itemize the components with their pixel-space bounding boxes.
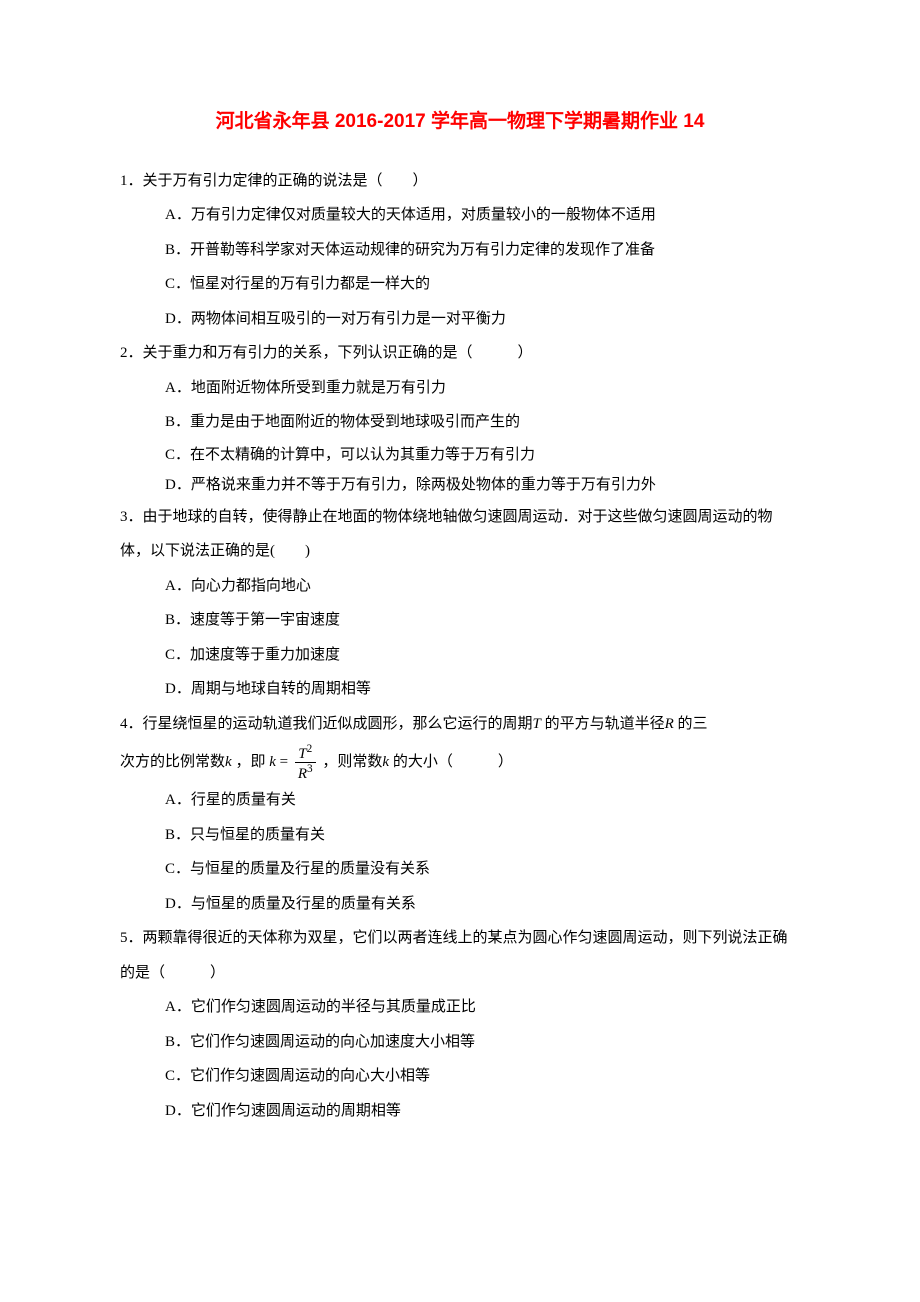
question-5-stem: 5．两颗靠得很近的天体称为双星，它们以两者连线上的某点为圆心作匀速圆周运动，则下… — [120, 921, 800, 990]
question-3-option-c: C．加速度等于重力加速度 — [120, 638, 800, 673]
question-3-stem: 3．由于地球的自转，使得静止在地面的物体绕地轴做匀速圆周运动．对于这些做匀速圆周… — [120, 500, 800, 569]
document-page: 河北省永年县 2016-2017 学年高一物理下学期暑期作业 14 1．关于万有… — [0, 0, 920, 1188]
question-2-option-a: A．地面附近物体所受到重力就是万有引力 — [120, 371, 800, 406]
q4-stem1-c: 的三 — [674, 716, 708, 732]
document-title: 河北省永年县 2016-2017 学年高一物理下学期暑期作业 14 — [120, 100, 800, 144]
question-2-option-d: D．严格说来重力并不等于万有引力，除两极处物体的重力等于万有引力外 — [120, 470, 800, 500]
question-3-option-d: D．周期与地球自转的周期相等 — [120, 672, 800, 707]
q4-stem2-b: ，即 — [232, 754, 270, 770]
question-5-option-b: B．它们作匀速圆周运动的向心加速度大小相等 — [120, 1025, 800, 1060]
question-1-option-d: D．两物体间相互吸引的一对万有引力是一对平衡力 — [120, 302, 800, 337]
question-2-stem: 2．关于重力和万有引力的关系，下列认识正确的是（ ） — [120, 336, 800, 371]
question-4-option-b: B．只与恒星的质量有关 — [120, 818, 800, 853]
question-4-stem-line1: 4．行星绕恒星的运动轨道我们近似成圆形，那么它运行的周期T 的平方与轨道半径R … — [120, 707, 800, 742]
question-4-option-a: A．行星的质量有关 — [120, 783, 800, 818]
q4-stem2-c: ，则常数 — [319, 754, 383, 770]
question-3-option-b: B．速度等于第一宇宙速度 — [120, 603, 800, 638]
q4-stem2-a: 次方的比例常数 — [120, 754, 225, 770]
variable-k2: k — [269, 754, 276, 770]
question-5-option-d: D．它们作匀速圆周运动的周期相等 — [120, 1094, 800, 1129]
variable-T: T — [533, 716, 541, 732]
q4-stem1-a: 4．行星绕恒星的运动轨道我们近似成圆形，那么它运行的周期 — [120, 716, 533, 732]
question-1-option-a: A．万有引力定律仅对质量较大的天体适用，对质量较小的一般物体不适用 — [120, 198, 800, 233]
fraction-icon: T2R3 — [295, 743, 316, 783]
question-5-option-c: C．它们作匀速圆周运动的向心大小相等 — [120, 1059, 800, 1094]
variable-R: R — [665, 716, 674, 732]
q4-stem1-b: 的平方与轨道半径 — [541, 716, 665, 732]
question-1-stem: 1．关于万有引力定律的正确的说法是（ ） — [120, 164, 800, 199]
question-1-option-c: C．恒星对行星的万有引力都是一样大的 — [120, 267, 800, 302]
question-2-option-c: C．在不太精确的计算中，可以认为其重力等于万有引力 — [120, 440, 800, 470]
q4-stem2-d: 的大小（ ） — [389, 754, 513, 770]
question-2-option-b: B．重力是由于地面附近的物体受到地球吸引而产生的 — [120, 405, 800, 440]
question-4-stem-line2: 次方的比例常数k ，即 k = T2R3 ，则常数k 的大小（ ） — [120, 741, 800, 783]
question-3-option-a: A．向心力都指向地心 — [120, 569, 800, 604]
question-4-option-c: C．与恒星的质量及行星的质量没有关系 — [120, 852, 800, 887]
question-5-option-a: A．它们作匀速圆周运动的半径与其质量成正比 — [120, 990, 800, 1025]
question-4-option-d: D．与恒星的质量及行星的质量有关系 — [120, 887, 800, 922]
variable-k1: k — [225, 754, 232, 770]
question-1-option-b: B．开普勒等科学家对天体运动规律的研究为万有引力定律的发现作了准备 — [120, 233, 800, 268]
